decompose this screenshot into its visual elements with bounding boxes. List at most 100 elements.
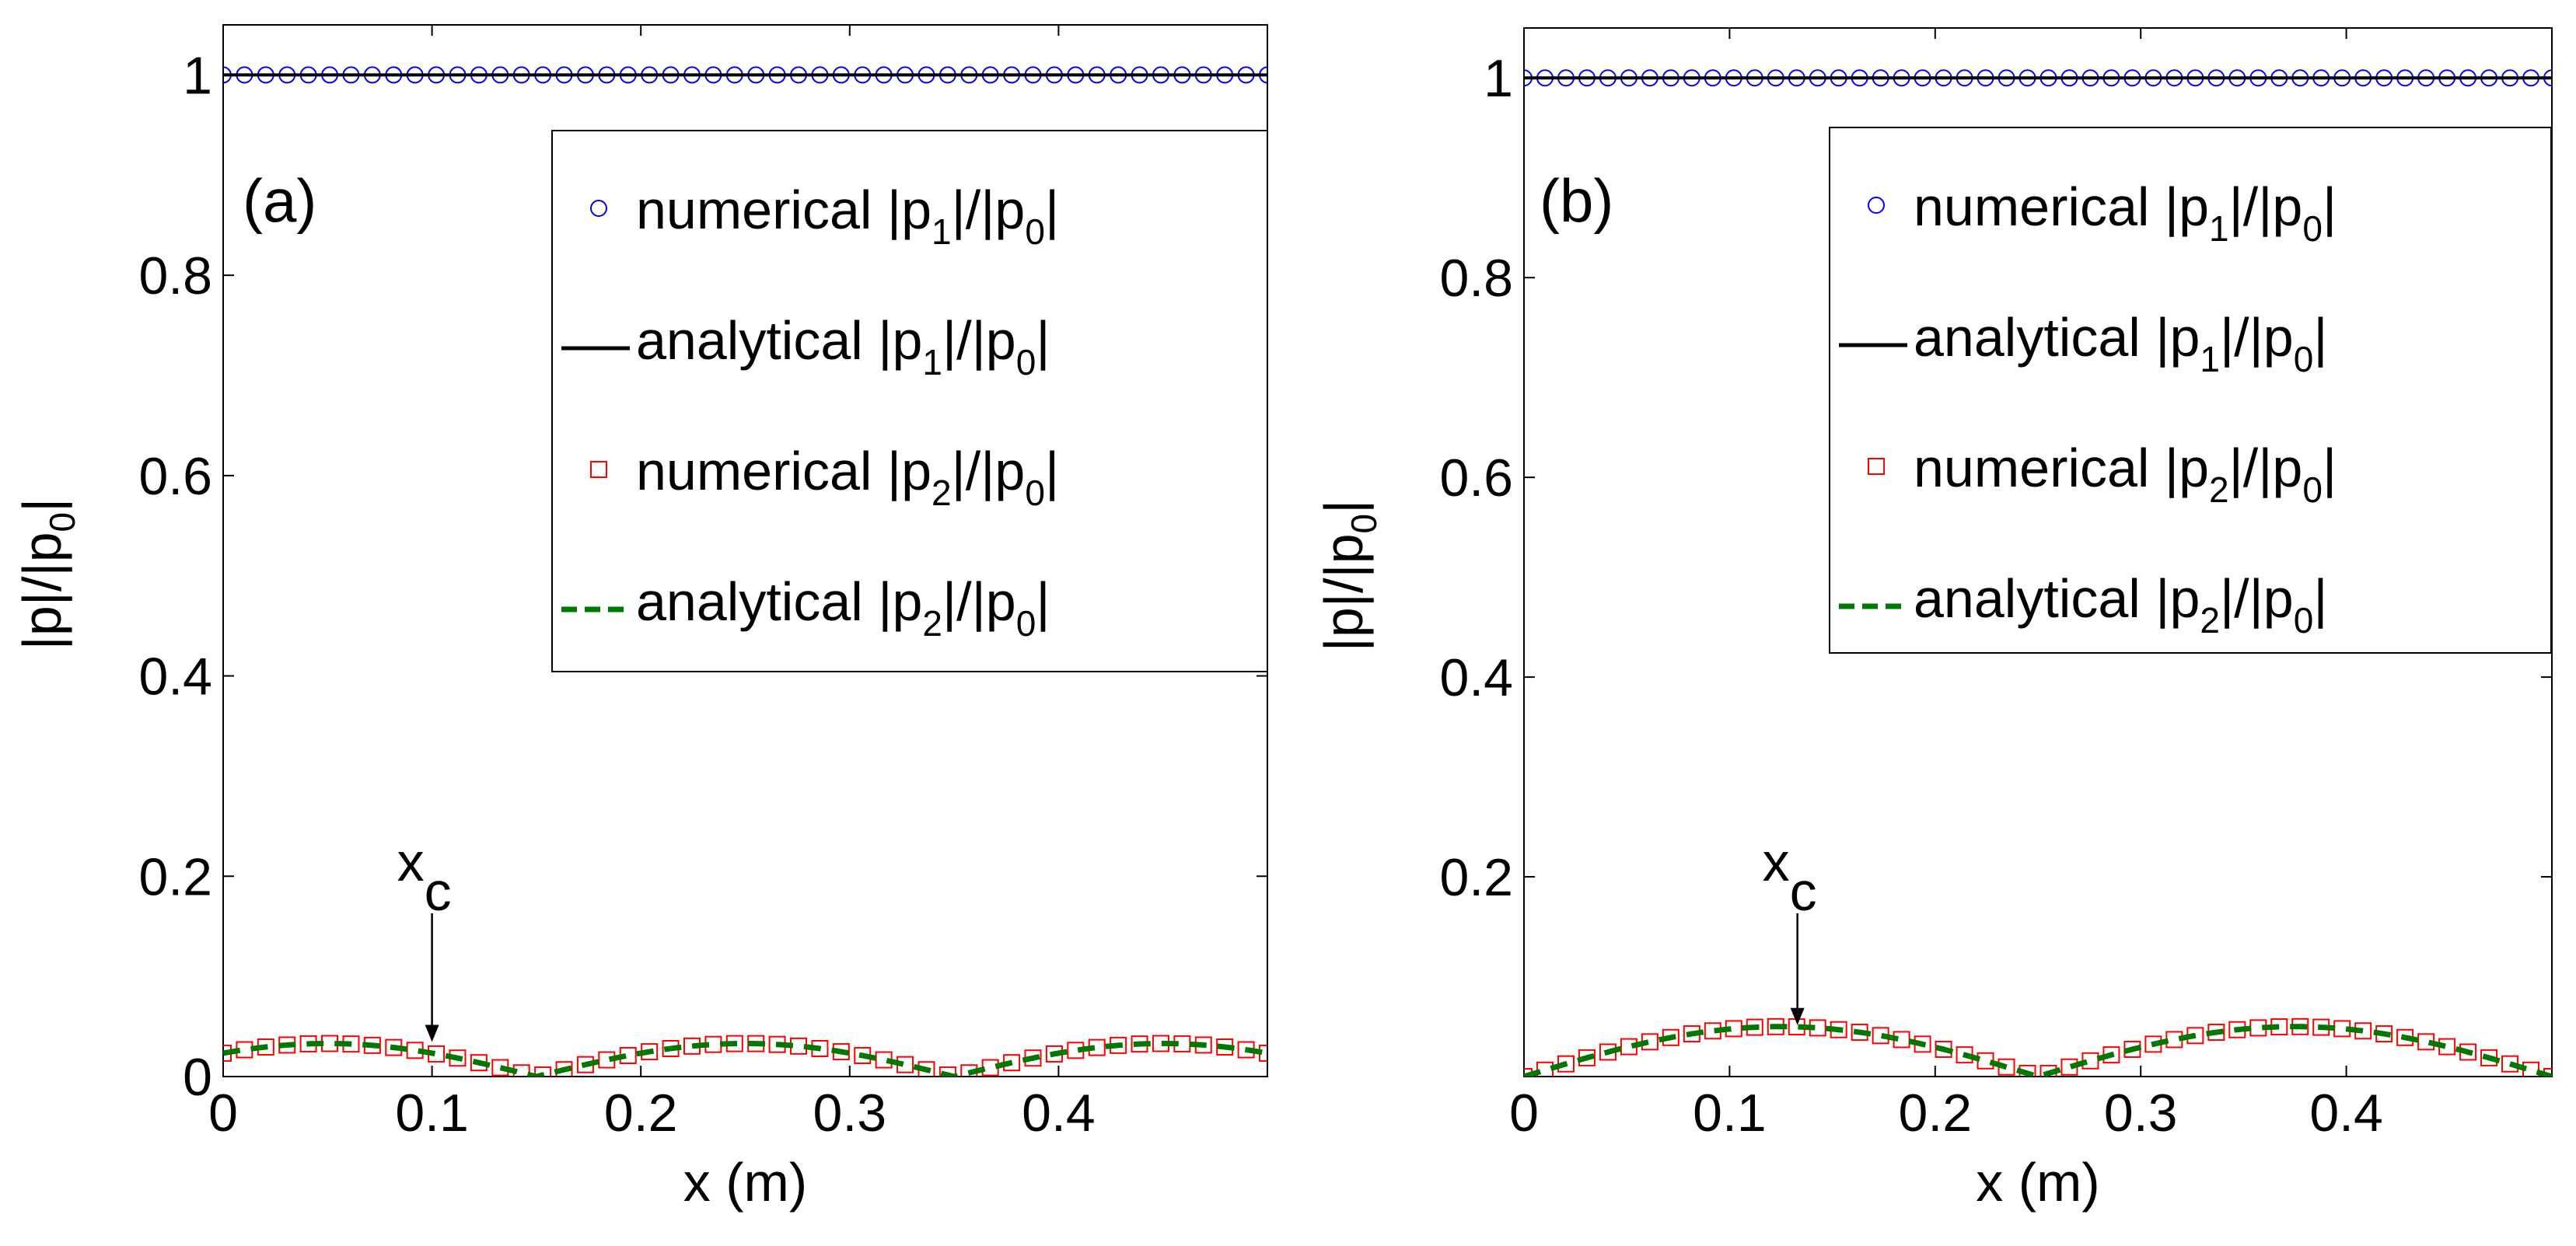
x-axis-label: x (m): [683, 1152, 807, 1213]
y-tick-label: 0.4: [1439, 648, 1513, 707]
legend-marker-circle: [590, 200, 607, 217]
legend-text: analytical |p: [636, 571, 922, 632]
legend-text: analytical |p: [636, 310, 922, 371]
legend-text: |: [1036, 571, 1050, 632]
legend-entry: analytical |p1|/|p0|: [1914, 307, 2328, 379]
annotation-arrow-head: [425, 1024, 439, 1042]
legend-text: |/|p: [2229, 176, 2303, 237]
y-label-end: |: [12, 498, 72, 512]
y-tick-label: 0: [183, 1048, 212, 1107]
data-layer: [1524, 69, 2552, 1077]
y-label-sub: 0: [1344, 514, 1384, 534]
legend-text: numerical |p: [1914, 438, 2209, 498]
y-tick-label: 1: [183, 46, 212, 105]
y-label-sub: 0: [42, 512, 82, 532]
panel-b: 0 0.1 0.2 0.3 0.40.20.40.60.81x (m)|p|/|p0|x…: [1313, 27, 2553, 1213]
annotation-label: xc: [397, 832, 452, 922]
legend-text: numerical |p: [636, 180, 931, 240]
x-axis-label: x (m): [1976, 1152, 2099, 1213]
x-tick-label: 0.3: [813, 1084, 887, 1143]
legend-sub: 0: [2294, 600, 2314, 640]
y-tick-label: 0.4: [138, 647, 212, 707]
legend-sub: 2: [931, 473, 952, 513]
annotation-sub: c: [425, 861, 452, 922]
y-tick-label: 0.8: [138, 246, 212, 305]
legend-sub: 0: [2294, 339, 2314, 379]
legend-sub: 1: [931, 211, 952, 252]
legend-text: numerical |p: [636, 441, 931, 501]
x-tick-label: 0.4: [1022, 1084, 1096, 1143]
legend-text: |: [1036, 310, 1050, 371]
numerical-p2-point: [981, 1059, 999, 1077]
y-tick-label: 0.8: [1439, 249, 1513, 308]
legend-entry: numerical |p2|/|p0|: [1914, 438, 2337, 510]
annotation-sub: c: [1790, 861, 1817, 922]
y-axis-label: |p|/|p0|: [1313, 500, 1384, 652]
x-tick-label: 0.3: [2104, 1084, 2178, 1143]
annotation-x: x: [1763, 832, 1790, 892]
y-tick-label: 0.6: [1439, 448, 1513, 508]
legend-sub: 1: [922, 342, 942, 382]
legend-text: |/|p: [2220, 307, 2294, 368]
legend-entry: analytical |p2|/|p0|: [1914, 568, 2328, 640]
legend-text: |: [2323, 176, 2337, 237]
legend-box: [551, 130, 1268, 672]
legend-entry: numerical |p2|/|p0|: [636, 441, 1059, 513]
panel-label: (b): [1540, 166, 1613, 235]
legend-sub: 0: [2302, 469, 2323, 510]
legend-text: |/|p: [942, 571, 1016, 632]
legend-sub: 0: [2302, 208, 2323, 249]
x-tick-label: 0.2: [1899, 1084, 1973, 1143]
legend-sub: 1: [2200, 339, 2220, 379]
y-tick-label: 0.2: [1439, 848, 1513, 907]
legend-entry: analytical |p1|/|p0|: [636, 310, 1050, 382]
x-tick-label: 0.2: [604, 1084, 678, 1143]
legend-sub: 2: [2200, 600, 2220, 640]
legend-text: |: [2323, 438, 2337, 498]
y-tick-label: 1: [1484, 49, 1513, 108]
x-tick-label: 0.4: [2309, 1084, 2383, 1143]
legend-entry: numerical |p1|/|p0|: [636, 180, 1059, 252]
y-label-main: |p|/|p: [1313, 533, 1374, 651]
legend-text: |: [1045, 180, 1059, 240]
data-layer: [223, 66, 1267, 1077]
x-tick-label: 0: [208, 1084, 238, 1143]
legend-text: |/|p: [952, 441, 1026, 501]
legend-text: analytical |p: [1914, 307, 2200, 368]
legend-marker-circle: [1868, 197, 1885, 214]
legend-marker-square: [590, 461, 607, 478]
legend-text: |/|p: [942, 310, 1016, 371]
legend-marker-square: [1868, 458, 1885, 475]
legend-sub: 0: [1025, 473, 1045, 513]
legend-text: |: [1045, 441, 1059, 501]
legend-sub: 0: [1025, 211, 1045, 252]
y-label-end: |: [1313, 500, 1374, 514]
x-tick-label: 0.1: [395, 1084, 469, 1143]
legend-text: |/|p: [952, 180, 1026, 240]
legend-text: |: [2313, 307, 2327, 368]
annotation-arrow-head: [1790, 1007, 1805, 1025]
legend-text: |/|p: [2229, 438, 2303, 498]
legend-sub: 2: [922, 603, 942, 644]
legend-sub: 1: [2209, 208, 2229, 249]
legend-sub: 0: [1016, 603, 1036, 644]
panel-a: 0 0.1 0.2 0.3 0.400.20.40.60.81x (m)|p|/|p0|…: [12, 24, 1268, 1213]
y-axis-label: |p|/|p0|: [12, 498, 82, 651]
legend-sub: 0: [1016, 342, 1036, 382]
annotation-label: xc: [1763, 832, 1817, 922]
y-label-main: |p|/|p: [12, 532, 72, 650]
panel-label: (a): [243, 166, 316, 235]
legend-text: |/|p: [2220, 568, 2294, 629]
annotation-x: x: [397, 832, 425, 892]
analytical-p2-line: [1524, 1024, 2552, 1077]
legend-entry: analytical |p2|/|p0|: [636, 571, 1050, 644]
x-tick-label: 0: [1509, 1084, 1539, 1143]
legend-text: numerical |p: [1914, 176, 2209, 237]
y-tick-label: 0.2: [138, 847, 212, 906]
legend-text: analytical |p: [1914, 568, 2200, 629]
y-tick-label: 0.6: [138, 447, 212, 506]
legend-box: [1829, 127, 2552, 654]
legend-text: |: [2313, 568, 2327, 629]
x-tick-label: 0.1: [1693, 1084, 1767, 1143]
